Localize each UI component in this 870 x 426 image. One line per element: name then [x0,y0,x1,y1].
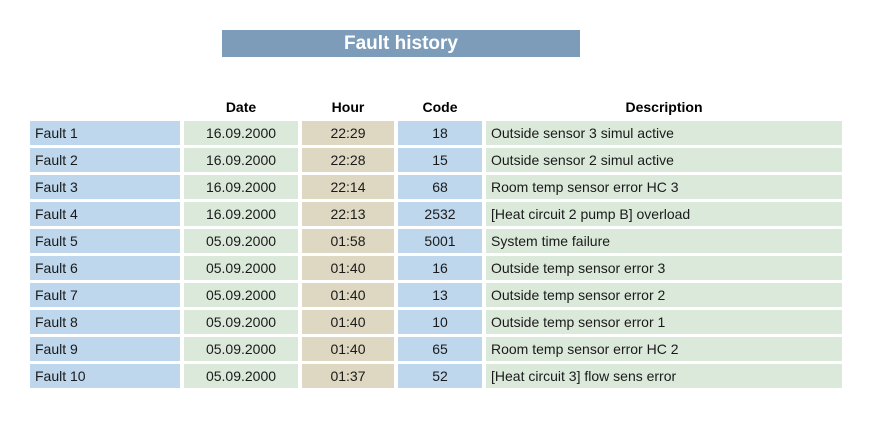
fault-date-cell: 16.09.2000 [184,175,298,199]
fault-hour-cell: 01:37 [302,364,394,388]
column-header-blank [30,96,180,118]
fault-date-cell: 05.09.2000 [184,229,298,253]
fault-description-cell: Outside sensor 2 simul active [486,148,842,172]
fault-hour-cell: 22:28 [302,148,394,172]
fault-description-cell: Outside temp sensor error 2 [486,283,842,307]
fault-row-label: Fault 5 [30,229,180,253]
fault-row-label: Fault 1 [30,121,180,145]
fault-description-cell: Room temp sensor error HC 3 [486,175,842,199]
page-title: Fault history [222,30,580,57]
fault-description-cell: [Heat circuit 3] flow sens error [486,364,842,388]
table-row: Fault 5 05.09.2000 01:58 5001 System time fa… [30,229,842,253]
table-header-row: Date Hour Code Description [30,96,842,118]
fault-hour-cell: 22:13 [302,202,394,226]
fault-table-body: Fault 1 16.09.2000 22:29 18 Outside sensor 3… [30,121,842,388]
fault-date-cell: 16.09.2000 [184,148,298,172]
table-row: Fault 6 05.09.2000 01:40 16 Outside temp sen… [30,256,842,280]
column-header-date: Date [225,99,257,115]
table-row: Fault 2 16.09.2000 22:28 15 Outside sensor 2… [30,148,842,172]
fault-hour-cell: 01:40 [302,310,394,334]
column-header-code: Code [422,99,458,115]
table-row: Fault 10 05.09.2000 01:37 52 [Heat circuit 3… [30,364,842,388]
fault-row-label: Fault 8 [30,310,180,334]
table-row: Fault 8 05.09.2000 01:40 10 Outside temp sen… [30,310,842,334]
fault-date-cell: 16.09.2000 [184,121,298,145]
fault-row-label: Fault 9 [30,337,180,361]
fault-hour-cell: 01:58 [302,229,394,253]
fault-row-label: Fault 3 [30,175,180,199]
fault-row-label: Fault 2 [30,148,180,172]
table-row: Fault 1 16.09.2000 22:29 18 Outside sensor 3… [30,121,842,145]
fault-date-cell: 05.09.2000 [184,256,298,280]
fault-code-cell: 52 [398,364,482,388]
fault-hour-cell: 22:14 [302,175,394,199]
fault-history-table: Date Hour Code Description Fault 1 16.09.… [26,93,846,391]
fault-row-label: Fault 4 [30,202,180,226]
table-row: Fault 4 16.09.2000 22:13 2532 [Heat circuit … [30,202,842,226]
fault-code-cell: 15 [398,148,482,172]
fault-row-label: Fault 6 [30,256,180,280]
fault-code-cell: 13 [398,283,482,307]
fault-description-cell: Outside sensor 3 simul active [486,121,842,145]
fault-code-cell: 10 [398,310,482,334]
column-header-hour: Hour [331,99,365,115]
fault-code-cell: 68 [398,175,482,199]
fault-code-cell: 5001 [398,229,482,253]
fault-code-cell: 16 [398,256,482,280]
fault-code-cell: 65 [398,337,482,361]
fault-hour-cell: 01:40 [302,283,394,307]
fault-description-cell: [Heat circuit 2 pump B] overload [486,202,842,226]
fault-row-label: Fault 10 [30,364,180,388]
table-row: Fault 3 16.09.2000 22:14 68 Room temp sensor… [30,175,842,199]
fault-code-cell: 2532 [398,202,482,226]
fault-hour-cell: 22:29 [302,121,394,145]
fault-description-cell: System time failure [486,229,842,253]
fault-description-cell: Outside temp sensor error 1 [486,310,842,334]
fault-code-cell: 18 [398,121,482,145]
fault-date-cell: 05.09.2000 [184,283,298,307]
fault-date-cell: 05.09.2000 [184,310,298,334]
fault-date-cell: 16.09.2000 [184,202,298,226]
fault-row-label: Fault 7 [30,283,180,307]
fault-date-cell: 05.09.2000 [184,364,298,388]
column-header-description: Description [625,99,703,115]
fault-date-cell: 05.09.2000 [184,337,298,361]
fault-hour-cell: 01:40 [302,337,394,361]
fault-description-cell: Outside temp sensor error 3 [486,256,842,280]
fault-hour-cell: 01:40 [302,256,394,280]
table-row: Fault 9 05.09.2000 01:40 65 Room temp sensor… [30,337,842,361]
table-row: Fault 7 05.09.2000 01:40 13 Outside temp sen… [30,283,842,307]
fault-description-cell: Room temp sensor error HC 2 [486,337,842,361]
